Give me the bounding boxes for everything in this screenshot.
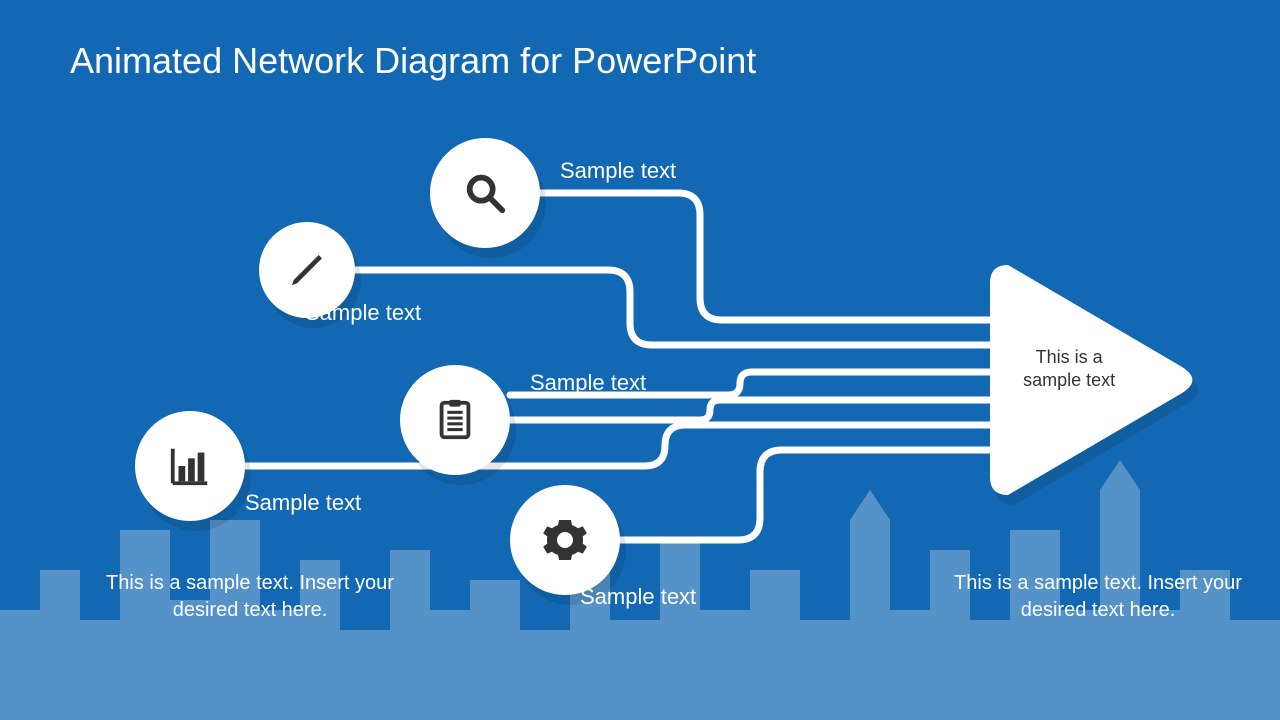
clipboard-icon [432, 397, 478, 443]
footer-text-2: This is a sample text. Insert your desir… [938, 570, 1258, 624]
arrow-label: This is a sample text [1010, 346, 1128, 391]
node-label-magnifier: Sample text [560, 158, 676, 184]
node-label-gear: Sample text [580, 584, 696, 610]
node-label-clipboard: Sample text [530, 370, 646, 396]
magnifier-icon [462, 170, 508, 216]
footer-text-1: This is a sample text. Insert your desir… [90, 570, 410, 624]
arrow-target: This is a sample text [990, 265, 1205, 495]
node-gear [510, 485, 620, 595]
gear-icon [541, 516, 589, 564]
node-label-pencil: Sample text [305, 300, 421, 326]
node-clipboard [400, 365, 510, 475]
slide-title: Animated Network Diagram for PowerPoint [70, 40, 756, 82]
slide-canvas: Animated Network Diagram for PowerPoint … [0, 0, 1280, 720]
pencil-icon [287, 250, 327, 290]
bar-chart-icon [167, 443, 213, 489]
node-label-barchart: Sample text [245, 490, 361, 516]
node-magnifier [430, 138, 540, 248]
node-barchart [135, 411, 245, 521]
